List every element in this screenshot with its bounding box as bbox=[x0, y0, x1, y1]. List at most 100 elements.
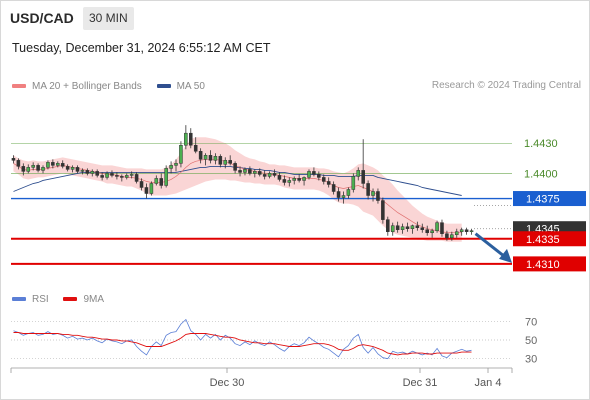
candle-body-85 bbox=[430, 230, 434, 233]
price-level-box-2 bbox=[513, 191, 586, 207]
candle-body-64 bbox=[326, 181, 331, 185]
candle-body-90 bbox=[454, 231, 459, 235]
rsi-ma-line bbox=[13, 332, 472, 356]
rsi-swatch bbox=[12, 297, 26, 301]
forecast-arrow-shaft bbox=[474, 232, 506, 259]
candle-body-27 bbox=[144, 187, 149, 194]
candle-body-31 bbox=[164, 168, 168, 186]
candle-body-75 bbox=[381, 200, 385, 220]
candle-body-70 bbox=[356, 170, 361, 177]
candle-body-49 bbox=[253, 171, 257, 174]
candle-body-54 bbox=[277, 175, 282, 180]
candle-body-62 bbox=[317, 174, 321, 178]
candle-body-36 bbox=[189, 132, 193, 146]
candle-body-73 bbox=[371, 191, 375, 196]
candle-body-20 bbox=[110, 173, 114, 176]
price-level-label-0: 1.4430 bbox=[524, 138, 558, 150]
legend-9ma-label: 9MA bbox=[83, 293, 105, 305]
candle-body-69 bbox=[351, 176, 356, 190]
timeframe-badge[interactable]: 30 MIN bbox=[83, 7, 134, 30]
x-tick-label-1: Dec 31 bbox=[403, 377, 438, 389]
candle-body-72 bbox=[366, 183, 370, 196]
forecast-arrow-head bbox=[499, 248, 512, 263]
candle-body-8 bbox=[51, 162, 55, 166]
timestamp: Tuesday, December 31, 2024 6:55:12 AM CE… bbox=[12, 41, 271, 55]
candle-body-44 bbox=[228, 160, 232, 164]
candle-body-55 bbox=[282, 179, 287, 183]
price-level-box-5 bbox=[513, 256, 586, 272]
candle-body-57 bbox=[292, 178, 296, 181]
legend-item-rsi: RSI bbox=[12, 294, 49, 305]
candle-body-40 bbox=[208, 155, 213, 161]
rsi-tick-label-1: 50 bbox=[525, 335, 537, 347]
candle-body-45 bbox=[233, 163, 237, 171]
candle-body-48 bbox=[248, 169, 252, 174]
rsi-legend: RSI 9MA bbox=[12, 293, 116, 305]
candle-body-79 bbox=[400, 226, 405, 230]
price-level-label-1: 1.4400 bbox=[524, 168, 558, 180]
rsi-tick-label-0: 70 bbox=[525, 316, 537, 328]
candle-body-6 bbox=[41, 167, 45, 171]
candle-body-38 bbox=[198, 151, 203, 160]
candle-body-82 bbox=[415, 225, 420, 228]
candle-body-53 bbox=[272, 173, 277, 176]
candle-body-22 bbox=[120, 176, 124, 178]
candle-body-67 bbox=[341, 195, 346, 198]
bollinger-band bbox=[13, 137, 462, 242]
legend-rsi-label: RSI bbox=[32, 293, 49, 305]
candle-body-83 bbox=[420, 227, 425, 230]
candle-body-77 bbox=[390, 225, 395, 232]
legend-item-ma20: MA 20 + Bollinger Bands bbox=[12, 81, 142, 92]
candle-body-41 bbox=[213, 156, 218, 161]
candle-body-68 bbox=[346, 189, 351, 196]
legend-item-9ma: 9MA bbox=[63, 294, 104, 305]
candle-body-16 bbox=[90, 171, 95, 174]
candle-body-59 bbox=[302, 177, 306, 181]
candle-body-50 bbox=[257, 171, 262, 175]
candle-body-5 bbox=[36, 165, 40, 171]
candle-body-93 bbox=[469, 230, 474, 232]
candle-body-58 bbox=[297, 178, 301, 181]
candle-body-71 bbox=[361, 170, 365, 184]
candle-body-74 bbox=[376, 191, 380, 201]
candle-body-35 bbox=[184, 132, 188, 146]
candle-body-39 bbox=[203, 155, 208, 160]
candle-body-26 bbox=[139, 181, 144, 188]
candle-body-86 bbox=[435, 222, 439, 231]
candle-body-33 bbox=[174, 163, 178, 166]
candle-body-65 bbox=[331, 184, 336, 192]
candle-body-0 bbox=[11, 158, 16, 161]
candle-body-76 bbox=[386, 219, 390, 232]
candle-body-51 bbox=[262, 174, 267, 177]
candle-body-43 bbox=[223, 160, 228, 165]
candle-body-4 bbox=[31, 165, 35, 168]
candle-body-88 bbox=[445, 233, 449, 239]
candle-body-42 bbox=[218, 156, 223, 165]
candle-body-7 bbox=[46, 162, 50, 168]
ma20-swatch bbox=[12, 84, 26, 88]
candle-body-91 bbox=[459, 229, 464, 232]
candle-body-3 bbox=[26, 167, 31, 172]
candle-body-34 bbox=[179, 145, 183, 164]
legend-ma50-label: MA 50 bbox=[176, 80, 205, 92]
legend-item-ma50: MA 50 bbox=[156, 80, 205, 92]
price-level-label-5: 1.4310 bbox=[526, 259, 560, 271]
candle-body-15 bbox=[85, 170, 90, 174]
rsi-line bbox=[13, 318, 472, 360]
candle-body-9 bbox=[56, 163, 60, 166]
candle-body-80 bbox=[405, 226, 410, 229]
candle-body-60 bbox=[307, 171, 311, 178]
candle-body-21 bbox=[115, 175, 119, 177]
x-tick-label-0: Dec 30 bbox=[210, 377, 245, 389]
candle-body-87 bbox=[440, 222, 444, 234]
candle-body-56 bbox=[287, 180, 292, 183]
candle-body-92 bbox=[464, 229, 469, 232]
candle-body-17 bbox=[95, 171, 99, 176]
candle-body-1 bbox=[16, 160, 21, 167]
price-level-label-2: 1.4375 bbox=[526, 194, 560, 206]
research-credit: Research © 2024 Trading Central bbox=[431, 80, 581, 91]
candle-body-52 bbox=[267, 173, 272, 177]
candle-body-32 bbox=[169, 165, 173, 169]
price-level-box-4 bbox=[513, 231, 586, 247]
